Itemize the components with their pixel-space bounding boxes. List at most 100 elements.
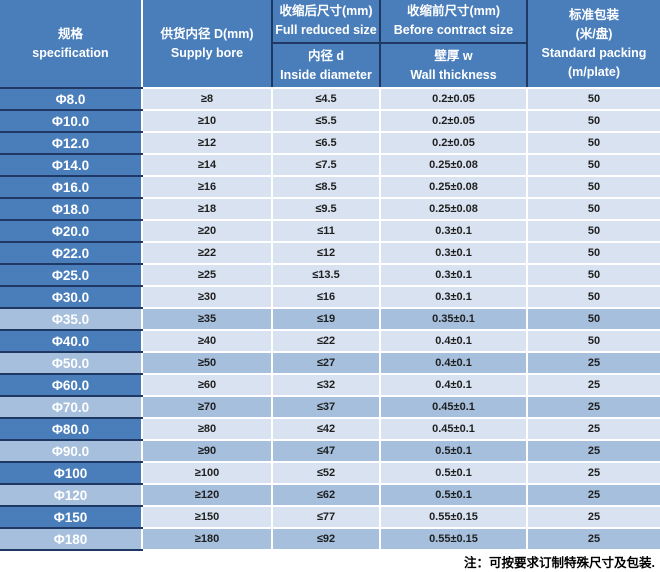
header-standard-packing-en2: (m/plate): [567, 64, 621, 79]
spec-cell: Φ150: [0, 505, 143, 529]
header-inside-diameter: 内径 d Inside diameter: [271, 42, 381, 89]
header-wall-thickness-zh: 壁厚 w: [434, 48, 473, 63]
table-row: Φ70.0 ≥70 ≤37 0.45±0.1 25: [0, 395, 660, 419]
footnote: 注：可按要求订制特殊尺寸及包装.: [464, 556, 655, 570]
supply-bore-cell: ≥18: [141, 197, 273, 221]
header-supply-bore-en: Supply bore: [170, 45, 244, 60]
supply-bore-cell: ≥40: [141, 329, 273, 353]
spec-cell: Φ50.0: [0, 351, 143, 375]
packing-cell: 50: [526, 263, 660, 287]
spec-cell: Φ18.0: [0, 197, 143, 221]
spec-cell: Φ12.0: [0, 131, 143, 155]
packing-cell: 25: [526, 417, 660, 441]
spec-cell: Φ70.0: [0, 395, 143, 419]
table-header: 规格 specification 供货内径 D(mm) Supply bore …: [0, 0, 660, 89]
specification-table: 规格 specification 供货内径 D(mm) Supply bore …: [0, 0, 660, 551]
wall-thickness-cell: 0.4±0.1: [379, 351, 528, 375]
header-wall-thickness-en: Wall thickness: [410, 67, 497, 82]
header-standard-packing-zh: 标准包装: [568, 7, 619, 22]
spec-cell: Φ100: [0, 461, 143, 485]
wall-thickness-cell: 0.55±0.15: [379, 527, 528, 551]
supply-bore-cell: ≥16: [141, 175, 273, 199]
spec-cell: Φ16.0: [0, 175, 143, 199]
header-specification-zh: 规格: [57, 26, 83, 41]
spec-cell: Φ25.0: [0, 263, 143, 287]
supply-bore-cell: ≥30: [141, 285, 273, 309]
supply-bore-cell: ≥35: [141, 307, 273, 331]
table-row: Φ50.0 ≥50 ≤27 0.4±0.1 25: [0, 351, 660, 375]
inside-diameter-cell: ≤4.5: [271, 87, 381, 111]
spec-cell: Φ35.0: [0, 307, 143, 331]
spec-cell: Φ22.0: [0, 241, 143, 265]
spec-cell: Φ14.0: [0, 153, 143, 177]
wall-thickness-cell: 0.45±0.1: [379, 417, 528, 441]
supply-bore-cell: ≥20: [141, 219, 273, 243]
spec-cell: Φ120: [0, 483, 143, 507]
spec-cell: Φ40.0: [0, 329, 143, 353]
packing-cell: 25: [526, 461, 660, 485]
header-standard-packing-en: Standard packing: [541, 45, 647, 60]
inside-diameter-cell: ≤37: [271, 395, 381, 419]
inside-diameter-cell: ≤16: [271, 285, 381, 309]
table-row: Φ90.0 ≥90 ≤47 0.5±0.1 25: [0, 439, 660, 463]
header-inside-diameter-en: Inside diameter: [280, 67, 372, 82]
packing-cell: 50: [526, 307, 660, 331]
wall-thickness-cell: 0.45±0.1: [379, 395, 528, 419]
inside-diameter-cell: ≤19: [271, 307, 381, 331]
spec-cell: Φ10.0: [0, 109, 143, 133]
table-row: Φ40.0 ≥40 ≤22 0.4±0.1 50: [0, 329, 660, 353]
table-row: Φ80.0 ≥80 ≤42 0.45±0.1 25: [0, 417, 660, 441]
spec-cell: Φ80.0: [0, 417, 143, 441]
spec-cell: Φ180: [0, 527, 143, 551]
packing-cell: 25: [526, 505, 660, 529]
inside-diameter-cell: ≤52: [271, 461, 381, 485]
table-body: Φ8.0 ≥8 ≤4.5 0.2±0.05 50 Φ10.0 ≥10 ≤5.5 0.2±0.05…: [0, 87, 660, 551]
header-full-reduced-size: 收缩后尺寸(mm) Full reduced size: [271, 0, 381, 44]
table-row: Φ16.0 ≥16 ≤8.5 0.25±0.08 50: [0, 175, 660, 199]
table-row: Φ8.0 ≥8 ≤4.5 0.2±0.05 50: [0, 87, 660, 111]
header-specification-en: specification: [32, 45, 109, 60]
table-row: Φ60.0 ≥60 ≤32 0.4±0.1 25: [0, 373, 660, 397]
inside-diameter-cell: ≤6.5: [271, 131, 381, 155]
inside-diameter-cell: ≤7.5: [271, 153, 381, 177]
wall-thickness-cell: 0.2±0.05: [379, 131, 528, 155]
table-row: Φ18.0 ≥18 ≤9.5 0.25±0.08 50: [0, 197, 660, 221]
supply-bore-cell: ≥180: [141, 527, 273, 551]
wall-thickness-cell: 0.5±0.1: [379, 483, 528, 507]
wall-thickness-cell: 0.4±0.1: [379, 373, 528, 397]
wall-thickness-cell: 0.5±0.1: [379, 461, 528, 485]
supply-bore-cell: ≥25: [141, 263, 273, 287]
packing-cell: 50: [526, 241, 660, 265]
inside-diameter-cell: ≤11: [271, 219, 381, 243]
packing-cell: 25: [526, 373, 660, 397]
supply-bore-cell: ≥120: [141, 483, 273, 507]
packing-cell: 50: [526, 87, 660, 111]
table-row: Φ25.0 ≥25 ≤13.5 0.3±0.1 50: [0, 263, 660, 287]
table-row: Φ100 ≥100 ≤52 0.5±0.1 25: [0, 461, 660, 485]
packing-cell: 25: [526, 351, 660, 375]
header-standard-packing: 标准包装 (米/盘) Standard packing (m/plate): [526, 0, 660, 89]
supply-bore-cell: ≥90: [141, 439, 273, 463]
wall-thickness-cell: 0.5±0.1: [379, 439, 528, 463]
packing-cell: 50: [526, 153, 660, 177]
supply-bore-cell: ≥60: [141, 373, 273, 397]
header-before-contract-size: 收缩前尺寸(mm) Before contract size: [379, 0, 528, 44]
table-row: Φ12.0 ≥12 ≤6.5 0.2±0.05 50: [0, 131, 660, 155]
packing-cell: 50: [526, 175, 660, 199]
supply-bore-cell: ≥8: [141, 87, 273, 111]
packing-cell: 50: [526, 131, 660, 155]
header-supply-bore-zh: 供货内径 D(mm): [160, 26, 254, 41]
wall-thickness-cell: 0.55±0.15: [379, 505, 528, 529]
supply-bore-cell: ≥22: [141, 241, 273, 265]
inside-diameter-cell: ≤9.5: [271, 197, 381, 221]
inside-diameter-cell: ≤77: [271, 505, 381, 529]
header-before-contract-size-zh: 收缩前尺寸(mm): [406, 4, 501, 18]
spec-cell: Φ90.0: [0, 439, 143, 463]
table-row: Φ22.0 ≥22 ≤12 0.3±0.1 50: [0, 241, 660, 265]
inside-diameter-cell: ≤62: [271, 483, 381, 507]
supply-bore-cell: ≥12: [141, 131, 273, 155]
packing-cell: 25: [526, 439, 660, 463]
inside-diameter-cell: ≤47: [271, 439, 381, 463]
packing-cell: 25: [526, 483, 660, 507]
wall-thickness-cell: 0.2±0.05: [379, 109, 528, 133]
